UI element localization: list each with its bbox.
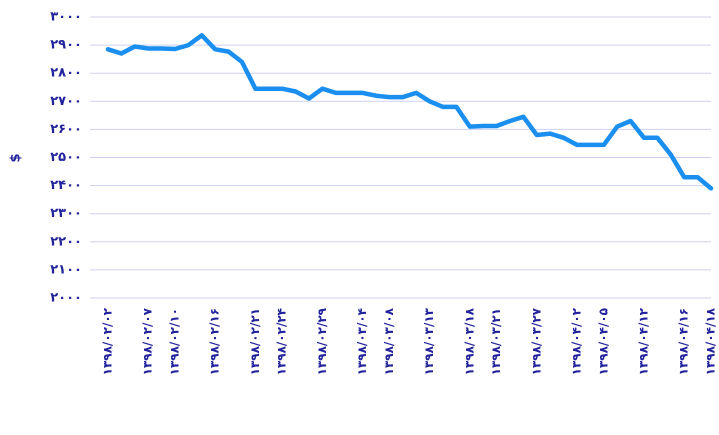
x-tick-label: ۱۳۹۸/۰۲/۲۱ (248, 308, 262, 375)
y-tick-label: ۲۱۰۰ (50, 262, 82, 277)
x-tick-label: ۱۳۹۸/۰۴/۰۲ (570, 307, 584, 375)
y-tick-label: ۲۳۰۰ (50, 206, 82, 221)
y-tick-label: ۲۷۰۰ (50, 94, 82, 109)
y-tick-label: ۲۵۰۰ (50, 150, 82, 165)
x-tick-label: ۱۳۹۸/۰۲/۲۴ (275, 308, 289, 375)
x-tick-label: ۱۳۹۸/۰۲/۱۶ (208, 308, 222, 375)
x-tick-label: ۱۳۹۸/۰۳/۲۱ (489, 308, 503, 375)
x-tick-label: ۱۳۹۸/۰۳/۱۳ (422, 307, 436, 375)
y-tick-label: ۲۰۰۰ (50, 291, 82, 306)
x-tick-label: ۱۳۹۸/۰۳/۱۸ (462, 307, 476, 375)
x-tick-label: ۱۳۹۸/۰۴/۱۲ (637, 307, 651, 375)
y-tick-label: ۲۹۰۰ (50, 38, 82, 53)
x-tick-label: ۱۳۹۸/۰۴/۰۵ (596, 308, 610, 375)
y-tick-label: ۳۰۰۰ (50, 10, 82, 25)
x-tick-label: ۱۳۹۸/۰۴/۱۶ (677, 308, 691, 375)
x-tick-label: ۱۳۹۸/۰۴/۱۸ (704, 307, 718, 375)
y-tick-label: ۲۸۰۰ (50, 66, 82, 81)
x-tick-label: ۱۳۹۸/۰۳/۰۸ (382, 307, 396, 375)
y-tick-label: ۲۶۰۰ (50, 122, 82, 137)
x-tick-label: ۱۳۹۸/۰۲/۰۲ (101, 307, 115, 375)
x-tick-label: ۱۳۹۸/۰۳/۲۷ (529, 307, 543, 375)
y-tick-label: ۲۲۰۰ (50, 234, 82, 249)
x-tick-label: ۱۳۹۸/۰۳/۰۴ (355, 308, 369, 375)
x-tick-label: ۱۳۹۸/۰۲/۲۹ (315, 307, 329, 375)
x-tick-label: ۱۳۹۸/۰۲/۱۰ (168, 308, 182, 375)
y-tick-label: ۲۴۰۰ (50, 178, 82, 193)
x-tick-label: ۱۳۹۸/۰۲/۰۷ (141, 307, 155, 375)
y-axis-label: $ (9, 153, 24, 162)
line (105, 33, 714, 191)
